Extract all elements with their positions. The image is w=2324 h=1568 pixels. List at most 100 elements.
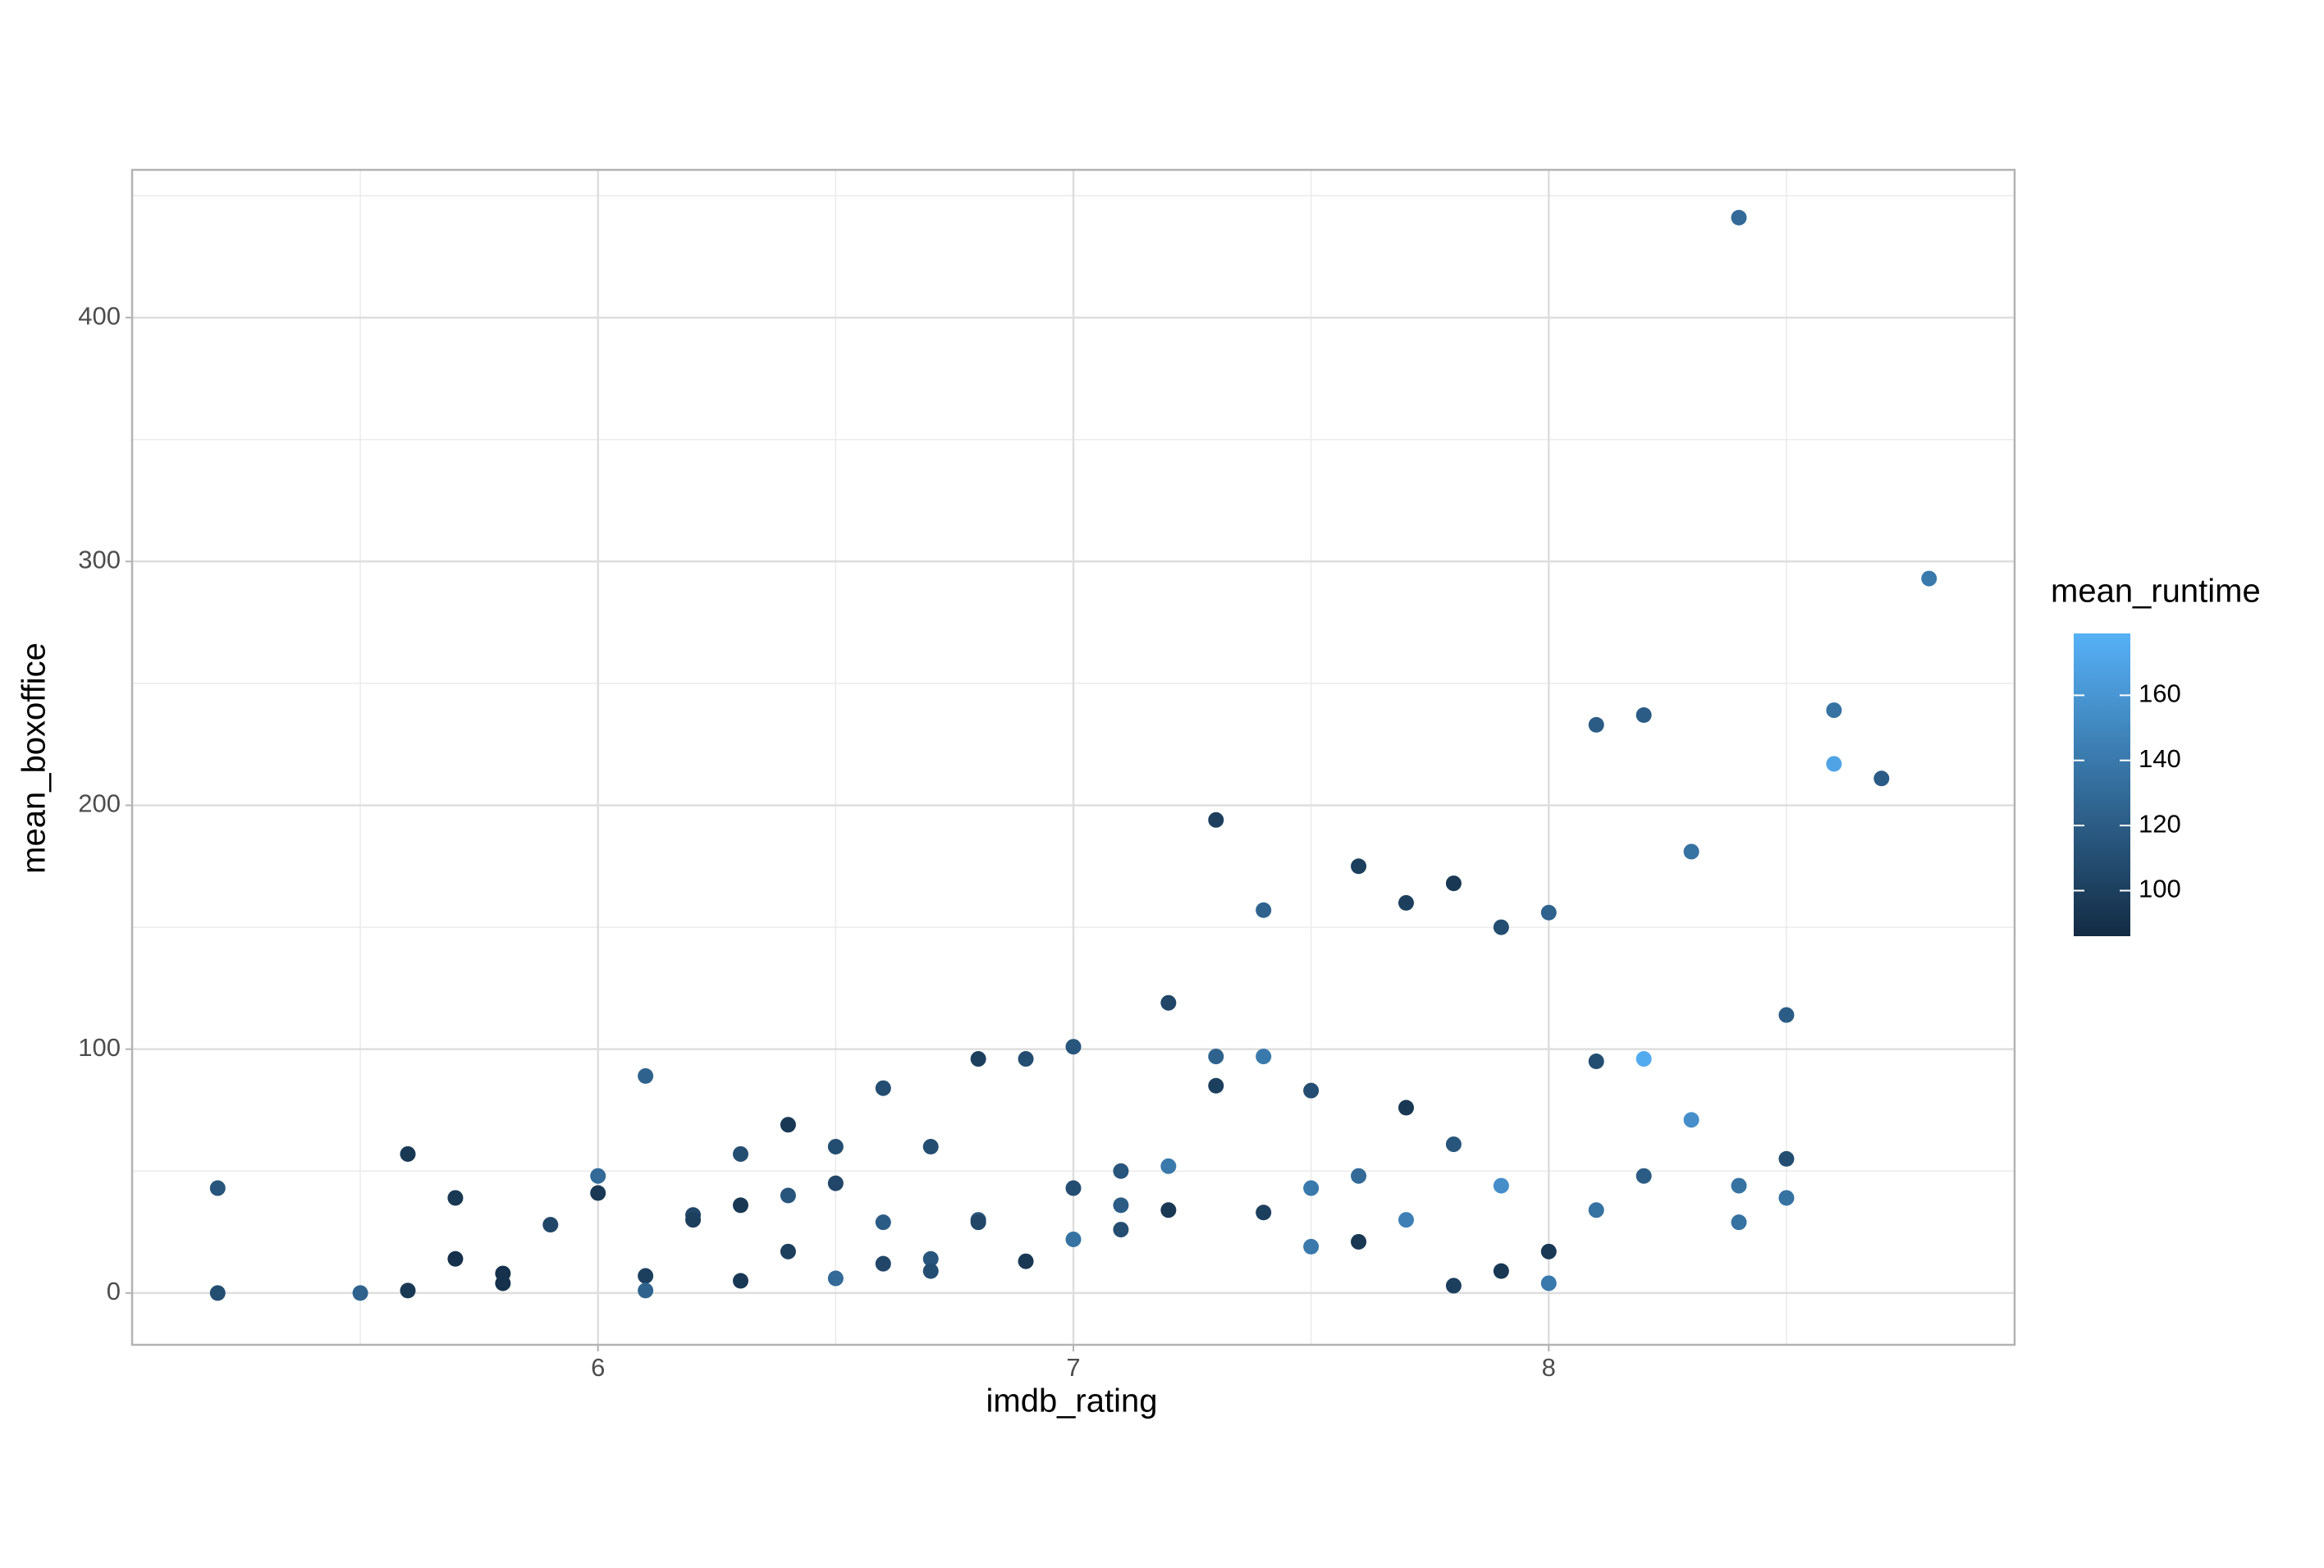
point [447,1250,464,1267]
point [1303,1238,1320,1255]
point [1731,209,1747,226]
y-tick-label: 300 [78,545,121,574]
point [1826,702,1842,719]
y-tick-label: 400 [78,301,121,330]
point [875,1214,891,1231]
point [970,1051,986,1067]
point [1256,902,1272,918]
y-tick-label: 100 [78,1033,121,1062]
point [1208,1049,1224,1065]
point [1635,1051,1652,1067]
point [1731,1214,1747,1231]
point [495,1275,511,1291]
point [1351,1233,1367,1250]
point [1208,811,1224,828]
point [1065,1180,1082,1196]
point [1540,1243,1557,1259]
point [1731,1177,1747,1194]
point [1208,1077,1224,1094]
point [542,1217,559,1233]
point [590,1168,606,1184]
point [1588,1054,1604,1070]
legend-label: 140 [2139,744,2181,773]
point [1160,994,1177,1011]
point [1351,1168,1367,1184]
point [827,1139,844,1155]
legend-label: 100 [2139,875,2181,903]
point [352,1285,368,1301]
point [1018,1253,1034,1269]
point [1778,1007,1795,1023]
point [1351,858,1367,875]
point [209,1180,226,1196]
point [638,1268,654,1284]
point [922,1139,939,1155]
point [1256,1049,1272,1065]
point [780,1117,796,1133]
point [780,1243,796,1259]
point [447,1190,464,1206]
x-axis-title: imdb_rating [986,1383,1157,1419]
point [400,1282,416,1299]
point [1303,1082,1320,1099]
point [1873,770,1890,787]
y-tick-label: 200 [78,789,121,818]
point [875,1080,891,1096]
point [1588,1202,1604,1218]
point [1445,1278,1462,1294]
point [685,1212,702,1228]
y-tick-label: 0 [107,1277,121,1305]
point [1493,919,1509,935]
point [638,1067,654,1084]
point [1398,1099,1415,1116]
point [780,1187,796,1204]
point [922,1263,939,1279]
point [1303,1180,1320,1196]
point [590,1185,606,1201]
x-tick-label: 8 [1542,1353,1556,1382]
point [400,1145,416,1162]
point [1921,570,1937,587]
point [1493,1177,1509,1194]
point [1398,1212,1415,1228]
point [1113,1222,1129,1238]
point [827,1175,844,1191]
x-tick-label: 7 [1066,1353,1080,1382]
point [1540,1275,1557,1291]
point [1256,1205,1272,1221]
point [732,1197,748,1214]
point [1398,894,1415,911]
x-tick-label: 6 [591,1353,605,1382]
point [875,1255,891,1272]
point [1113,1197,1129,1214]
point [1445,1136,1462,1153]
point [732,1145,748,1162]
legend-title: mean_runtime [2051,574,2261,610]
y-axis-title: mean_boxoffice [16,642,53,874]
point [827,1270,844,1287]
point [1445,875,1462,892]
colorbar [2074,633,2130,936]
point [638,1282,654,1299]
point [1635,1168,1652,1184]
legend-label: 160 [2139,679,2181,708]
point [1778,1190,1795,1206]
point [1683,843,1700,860]
point [1065,1231,1082,1247]
panel-border [130,168,2016,1346]
point [1493,1263,1509,1279]
point [1778,1150,1795,1167]
point [1826,756,1842,772]
point [1683,1112,1700,1128]
point [209,1285,226,1301]
legend-label: 120 [2139,809,2181,838]
point [1635,707,1652,724]
point [1160,1158,1177,1174]
point [1065,1039,1082,1055]
point [732,1273,748,1289]
point [922,1250,939,1267]
point [1018,1051,1034,1067]
point [1588,716,1604,733]
point [1113,1163,1129,1179]
